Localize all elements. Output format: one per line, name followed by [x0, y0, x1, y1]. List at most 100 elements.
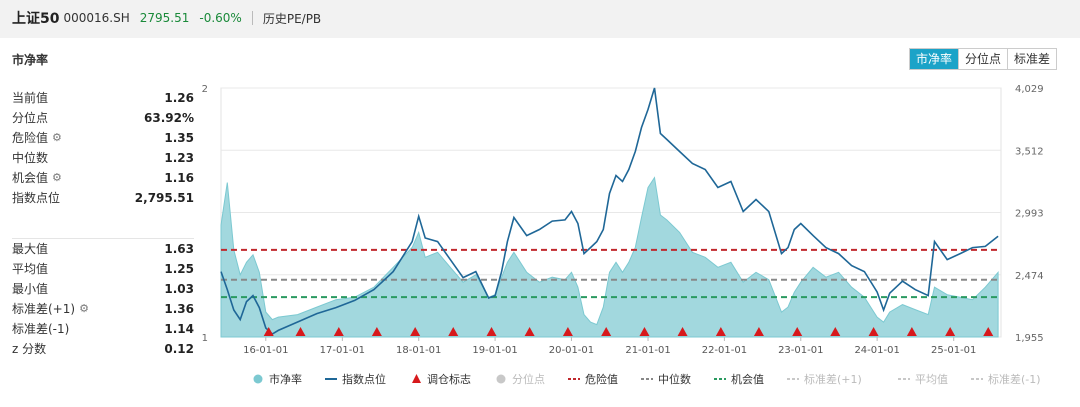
- legend-dot-icon: [253, 374, 263, 384]
- legend-item-label: 指数点位: [342, 372, 386, 386]
- stats-bottom: 最大值 1.63 平均值 1.25 最小值 1.03 标准差(+1) ⚙ 1.36 标准差…: [12, 239, 194, 359]
- x-tick-label: 21-01-01: [625, 345, 670, 356]
- stat-row-current: 当前值 1.26: [12, 88, 194, 108]
- rebalance-marker: [868, 327, 879, 336]
- rebalance-marker: [263, 327, 274, 336]
- y-left-tick-label: 1: [202, 333, 208, 344]
- index-change: -0.60%: [199, 11, 242, 25]
- rebalance-marker: [906, 327, 917, 336]
- pb-area: [220, 176, 999, 338]
- gear-icon[interactable]: ⚙: [52, 131, 62, 144]
- y-right-tick-label: 3,512: [1015, 146, 1044, 157]
- rebalance-marker: [524, 327, 535, 336]
- tab-pb[interactable]: 市净率: [910, 49, 959, 69]
- stat-label: 机会值: [12, 171, 49, 185]
- tab-stddev[interactable]: 标准差: [1007, 49, 1057, 69]
- stat-row-max: 最大值 1.63: [12, 239, 194, 259]
- rebalance-marker: [639, 327, 650, 336]
- y-right-tick-label: 2,993: [1015, 209, 1044, 220]
- stat-label-wrap: 机会值 ⚙: [12, 168, 62, 188]
- pb-chart[interactable]: 2 1 4,029 3,512 2,993 2,474 1,955 16-01-01 17-01…: [0, 38, 1080, 407]
- stat-value: 1.14: [164, 322, 194, 336]
- chart-card: 市净率 市净率 分位点 标准差 当前值 1.26 分位点 63.92% 危险值 ⚙ 1.…: [0, 38, 1080, 407]
- stats-divider: [12, 238, 194, 239]
- rebalance-marker: [333, 327, 344, 336]
- history-pe-pb-link[interactable]: 历史PE/PB: [262, 11, 322, 26]
- stat-row-index-points: 指数点位 2,795.51: [12, 188, 194, 208]
- stat-value: 1.35: [164, 131, 194, 145]
- index-price: 2795.51: [139, 11, 190, 25]
- stat-value: 1.63: [164, 242, 194, 256]
- stat-label: 中位数: [12, 151, 49, 165]
- header-bar: 上证50 000016.SH 2795.51 -0.60% 历史PE/PB: [0, 0, 1080, 36]
- stat-label-wrap: 危险值 ⚙: [12, 128, 62, 148]
- stat-value: 63.92%: [144, 111, 194, 125]
- pb-area-layer: [220, 176, 999, 338]
- tab-percentile[interactable]: 分位点: [958, 49, 1008, 69]
- stat-row-std-minus: 标准差(-1) 1.14: [12, 319, 194, 339]
- x-tick-label: 19-01-01: [472, 345, 517, 356]
- y-left-tick-label: 2: [202, 84, 208, 95]
- index-line: [220, 87, 999, 335]
- legend-item-label: 中位数: [658, 372, 691, 386]
- axis-labels: 2 1 4,029 3,512 2,993 2,474 1,955 16-01-01 17-01…: [202, 84, 1044, 356]
- stat-row-percentile: 分位点 63.92%: [12, 108, 194, 128]
- y-right-tick-label: 2,474: [1015, 271, 1044, 282]
- x-tick-label: 24-01-01: [854, 345, 899, 356]
- card-title: 市净率: [12, 53, 49, 67]
- gear-icon[interactable]: ⚙: [79, 302, 89, 315]
- legend-dot-icon: [496, 374, 506, 384]
- stat-row-mean: 平均值 1.25: [12, 259, 194, 279]
- stat-value: 0.12: [164, 342, 194, 356]
- x-tick-label: 17-01-01: [320, 345, 365, 356]
- stat-label-wrap: 标准差(+1) ⚙: [12, 299, 89, 319]
- stat-row-std-plus: 标准差(+1) ⚙ 1.36: [12, 299, 194, 319]
- gear-icon[interactable]: ⚙: [52, 171, 62, 184]
- rebalance-marker: [601, 327, 612, 336]
- legend: 市净率 指数点位 调仓标志 分位点 危险值 中位数 机会值 标准差(+1) 平均值 标准差(-1): [253, 372, 1041, 386]
- stat-label: 平均值: [12, 262, 49, 276]
- stat-value: 2,795.51: [134, 191, 194, 205]
- legend-item-label: 危险值: [585, 372, 618, 386]
- stat-value: 1.03: [164, 282, 194, 296]
- rebalance-marker: [677, 327, 688, 336]
- stat-row-zscore: z 分数 0.12: [12, 339, 194, 359]
- x-tick-label: 20-01-01: [549, 345, 594, 356]
- stat-label: z 分数: [12, 342, 47, 356]
- legend-item-label: 市净率: [269, 372, 302, 386]
- legend-item-label: 标准差(+1): [804, 372, 862, 386]
- stat-label: 当前值: [12, 91, 49, 105]
- stat-label: 标准差(-1): [12, 322, 70, 336]
- stats-top: 当前值 1.26 分位点 63.92% 危险值 ⚙ 1.35 中位数 1.23 机会值 ⚙ 1…: [12, 88, 194, 208]
- rebalance-marker: [983, 327, 994, 336]
- index-code: 000016.SH: [63, 11, 130, 25]
- legend-item-label: 标准差(-1): [988, 372, 1041, 386]
- rebalance-marker: [562, 327, 573, 336]
- stat-value: 1.23: [164, 151, 194, 165]
- stat-value: 1.36: [164, 302, 194, 316]
- marker-layer: [263, 327, 994, 336]
- stat-row-min: 最小值 1.03: [12, 279, 194, 299]
- x-tick-label: 16-01-01: [243, 345, 288, 356]
- header-divider: [251, 11, 253, 25]
- legend-item-label: 机会值: [731, 372, 764, 386]
- index-name: 上证50: [12, 11, 60, 27]
- stat-value: 1.25: [164, 262, 194, 276]
- stat-value: 1.26: [164, 91, 194, 105]
- stat-label: 分位点: [12, 111, 49, 125]
- rebalance-marker: [371, 327, 382, 336]
- y-right-tick-label: 4,029: [1015, 84, 1044, 95]
- stat-row-danger: 危险值 ⚙ 1.35: [12, 128, 194, 148]
- legend-triangle-icon: [412, 374, 421, 383]
- stat-label: 指数点位: [12, 191, 61, 205]
- stat-label: 危险值: [12, 131, 49, 145]
- legend-item-label: 分位点: [512, 372, 545, 386]
- stat-label: 标准差(+1): [12, 302, 76, 316]
- rebalance-marker: [753, 327, 764, 336]
- index-line-layer: [220, 87, 999, 335]
- stat-row-median: 中位数 1.23: [12, 148, 194, 168]
- rebalance-marker: [715, 327, 726, 336]
- rebalance-marker: [830, 327, 841, 336]
- legend-item-label: 调仓标志: [427, 372, 471, 386]
- x-tick-label: 23-01-01: [778, 345, 823, 356]
